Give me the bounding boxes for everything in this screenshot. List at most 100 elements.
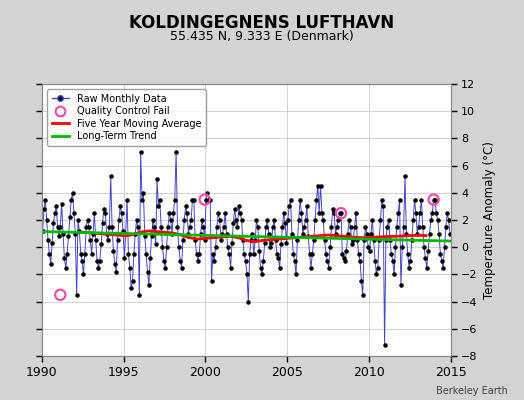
Point	[379, 203, 387, 210]
Point	[288, 230, 296, 237]
Point	[96, 258, 104, 264]
Point	[79, 271, 88, 278]
Point	[353, 237, 362, 244]
Point	[97, 241, 105, 248]
Point	[108, 224, 116, 230]
Point	[165, 210, 173, 216]
Point	[232, 217, 240, 223]
Point	[134, 224, 142, 230]
Point	[266, 244, 274, 250]
Point	[351, 224, 359, 230]
Text: Berkeley Earth: Berkeley Earth	[436, 386, 508, 396]
Point	[126, 264, 134, 271]
Point	[277, 241, 285, 248]
Point	[83, 217, 92, 223]
Point	[220, 224, 228, 230]
Point	[147, 233, 156, 240]
Point	[388, 258, 397, 264]
Point	[38, 228, 47, 234]
Point	[369, 237, 378, 244]
Point	[142, 251, 150, 257]
Point	[324, 264, 333, 271]
Point	[344, 230, 352, 237]
Point	[409, 217, 417, 223]
Point	[319, 217, 328, 223]
Point	[174, 244, 183, 250]
Point	[346, 224, 355, 230]
Point	[196, 230, 205, 237]
Point	[124, 251, 133, 257]
Point	[41, 196, 49, 203]
Point	[150, 224, 158, 230]
Point	[169, 210, 178, 216]
Point	[322, 251, 330, 257]
Point	[42, 217, 51, 223]
Point	[243, 271, 251, 278]
Point	[358, 292, 367, 298]
Point	[363, 230, 371, 237]
Point	[307, 264, 315, 271]
Point	[311, 217, 319, 223]
Point	[92, 237, 100, 244]
Legend: Raw Monthly Data, Quality Control Fail, Five Year Moving Average, Long-Term Tren: Raw Monthly Data, Quality Control Fail, …	[47, 89, 206, 146]
Point	[170, 196, 179, 203]
Point	[303, 203, 311, 210]
Point	[402, 230, 411, 237]
Point	[429, 196, 438, 203]
Point	[86, 237, 94, 244]
Point	[378, 196, 386, 203]
Point	[160, 258, 168, 264]
Point	[259, 258, 268, 264]
Point	[225, 251, 233, 257]
Point	[77, 251, 85, 257]
Point	[321, 237, 329, 244]
Point	[153, 176, 161, 182]
Point	[55, 233, 63, 240]
Point	[106, 173, 115, 180]
Point	[183, 210, 191, 216]
Point	[382, 237, 390, 244]
Point	[386, 237, 394, 244]
Point	[414, 224, 423, 230]
Point	[395, 196, 403, 203]
Point	[440, 244, 449, 250]
Point	[431, 196, 439, 203]
Point	[206, 196, 214, 203]
Point	[312, 196, 321, 203]
Point	[442, 224, 450, 230]
Point	[151, 241, 160, 248]
Point	[176, 258, 184, 264]
Point	[45, 251, 53, 257]
Point	[192, 251, 201, 257]
Point	[49, 220, 58, 226]
Point	[191, 237, 199, 244]
Point	[345, 217, 353, 223]
Point	[85, 224, 93, 230]
Point	[438, 258, 446, 264]
Point	[285, 203, 293, 210]
Point	[167, 217, 175, 223]
Point	[102, 230, 111, 237]
Point	[293, 237, 301, 244]
Point	[278, 224, 287, 230]
Point	[375, 237, 383, 244]
Point	[195, 251, 203, 257]
Point	[138, 196, 146, 203]
Point	[210, 258, 219, 264]
Point	[417, 196, 425, 203]
Point	[362, 224, 370, 230]
Point	[398, 244, 407, 250]
Point	[181, 203, 190, 210]
Point	[374, 264, 382, 271]
Point	[239, 237, 247, 244]
Point	[233, 224, 242, 230]
Point	[272, 251, 281, 257]
Point	[301, 217, 310, 223]
Point	[356, 258, 364, 264]
Point	[52, 203, 60, 210]
Point	[111, 260, 119, 267]
Point	[416, 210, 424, 216]
Point	[190, 196, 198, 203]
Point	[269, 224, 277, 230]
Point	[360, 237, 368, 244]
